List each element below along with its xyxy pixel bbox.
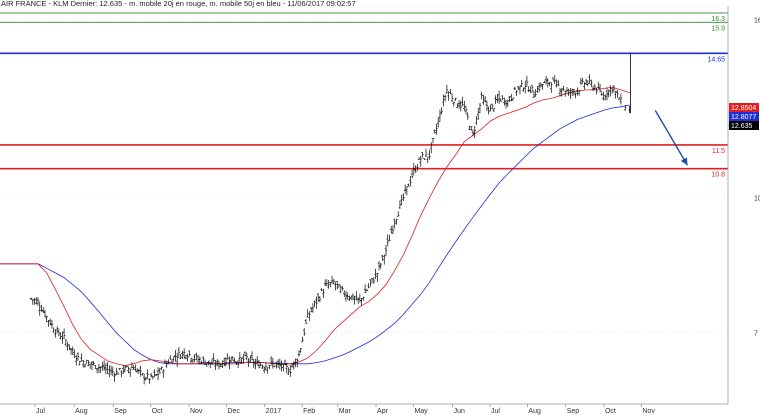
x-tick-label: 2017	[266, 408, 282, 415]
arrow-head	[680, 157, 688, 166]
level-label: 15.9	[711, 25, 725, 32]
y-tick-label: 7	[754, 330, 758, 337]
level-label: 10.8	[711, 172, 725, 179]
value-tag-label: 12.8504	[731, 105, 756, 112]
level-lines: 16.3 15.9 14.65 11.5 10.8	[0, 12, 728, 179]
x-tick-label: Sep	[114, 408, 127, 415]
value-tag-bg	[729, 103, 759, 112]
ma20-line	[0, 86, 630, 367]
ma50-line	[0, 104, 630, 365]
x-tick-label: May	[414, 408, 428, 415]
x-tick-label: Jun	[454, 408, 465, 415]
x-tick-label: Aug	[528, 408, 541, 415]
x-tick-label: Nov	[642, 408, 655, 415]
value-tag-bg	[729, 112, 759, 121]
level-label: 11.5	[712, 148, 725, 155]
price-bars	[29, 53, 631, 385]
x-tick-label: Feb	[303, 408, 315, 415]
value-tag-label: 12.8077	[731, 114, 756, 121]
gridlines	[0, 19, 728, 334]
x-tick-label: Sep	[567, 408, 580, 415]
moving-averages	[0, 86, 630, 367]
x-tick-label: Aug	[75, 408, 88, 415]
x-tick-label: Dec	[227, 408, 240, 415]
level-label: 14.65	[707, 56, 725, 63]
x-tick-label: Apr	[377, 408, 389, 415]
y-tick-label: 16	[754, 17, 760, 24]
level-label: 16.3	[711, 16, 725, 23]
trend-arrow	[654, 109, 689, 166]
x-tick-label: Oct	[605, 408, 616, 415]
x-tick-label: Nov	[190, 408, 203, 415]
chart-title: AIR FRANCE - KLM Dernier: 12.635 - m. mo…	[1, 0, 356, 8]
last-value-tags: 12.8504 12.8077 12.635	[729, 103, 759, 130]
x-tick-label: Jul	[491, 408, 500, 415]
value-tag-bg	[729, 121, 759, 130]
y-tick-label: 10	[754, 195, 760, 202]
arrow-shaft	[654, 109, 689, 166]
axes: 7 10 16 Jul Aug Sep Oct Nov Dec 2017 Feb Mar Apr May J…	[0, 6, 760, 415]
x-tick-label: Mar	[339, 408, 352, 415]
x-tick-label: Jul	[36, 408, 45, 415]
x-tick-label: Oct	[152, 408, 163, 415]
value-tag-label: 12.635	[731, 123, 753, 130]
